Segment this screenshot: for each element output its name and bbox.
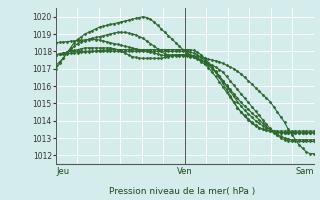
Text: Ven: Ven (177, 167, 193, 176)
Text: Pression niveau de la mer( hPa ): Pression niveau de la mer( hPa ) (109, 187, 256, 196)
Text: Jeu: Jeu (56, 167, 69, 176)
Text: Sam: Sam (295, 167, 314, 176)
